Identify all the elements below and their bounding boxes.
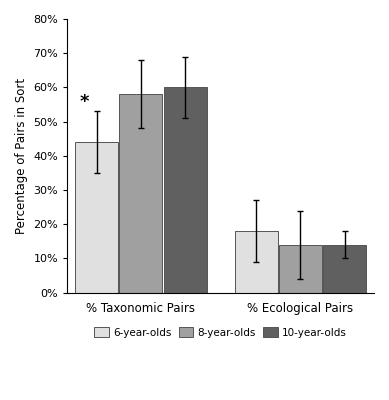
Bar bbox=[323, 245, 366, 293]
Bar bbox=[164, 88, 207, 293]
Legend: 6-year-olds, 8-year-olds, 10-year-olds: 6-year-olds, 8-year-olds, 10-year-olds bbox=[90, 323, 351, 342]
Bar bbox=[279, 245, 322, 293]
Bar bbox=[235, 231, 278, 293]
Bar bbox=[119, 94, 162, 293]
Y-axis label: Percentage of Pairs in Sort: Percentage of Pairs in Sort bbox=[15, 78, 28, 234]
Bar bbox=[75, 142, 118, 293]
Text: *: * bbox=[80, 93, 89, 111]
